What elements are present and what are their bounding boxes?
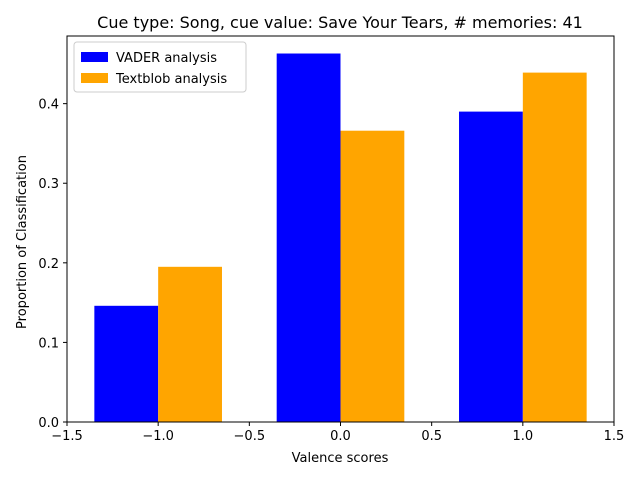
y-axis-label: Proportion of Classification: [15, 155, 30, 329]
bar-series-1-category-1: [340, 130, 405, 422]
x-tick-label: 0.5: [421, 429, 442, 444]
bar-series-1-category-2: [522, 72, 587, 423]
legend-box: [73, 41, 247, 93]
x-tick-label: −0.5: [234, 429, 266, 444]
chart-title: Cue type: Song, cue value: Save Your Tea…: [97, 13, 583, 32]
bar-series-0-category-1: [276, 53, 341, 422]
y-tick-label: 0.3: [38, 177, 59, 192]
y-tick-label: 0.0: [38, 416, 59, 431]
bar-series-0-category-2: [459, 111, 523, 422]
legend-swatch-0: [81, 52, 108, 62]
y-tick-label: 0.1: [38, 336, 59, 351]
y-tick-label: 0.2: [38, 257, 59, 272]
x-axis-label: Valence scores: [292, 451, 389, 466]
bar-series-0-category-0: [94, 305, 159, 422]
legend-label-1: Textblob analysis: [115, 72, 227, 87]
axes-group: −1.5 −1.0 −0.5 0.0 0.5 1.0 1.5 0.0 0.1 0.2 0.3 0.4: [38, 35, 625, 444]
bars-group: [94, 53, 587, 423]
x-tick-label: 0.0: [330, 429, 351, 444]
x-tick-label: −1.0: [142, 429, 174, 444]
bar-series-1-category-0: [158, 266, 222, 422]
legend-label-0: VADER analysis: [116, 51, 217, 66]
x-tick-label: 1.0: [512, 429, 533, 444]
y-tick-label: 0.4: [38, 98, 59, 113]
x-tick-label: −1.5: [51, 429, 83, 444]
x-tick-label: 1.5: [604, 429, 625, 444]
legend: VADER analysis Textblob analysis: [73, 41, 247, 93]
legend-swatch-1: [81, 73, 108, 83]
